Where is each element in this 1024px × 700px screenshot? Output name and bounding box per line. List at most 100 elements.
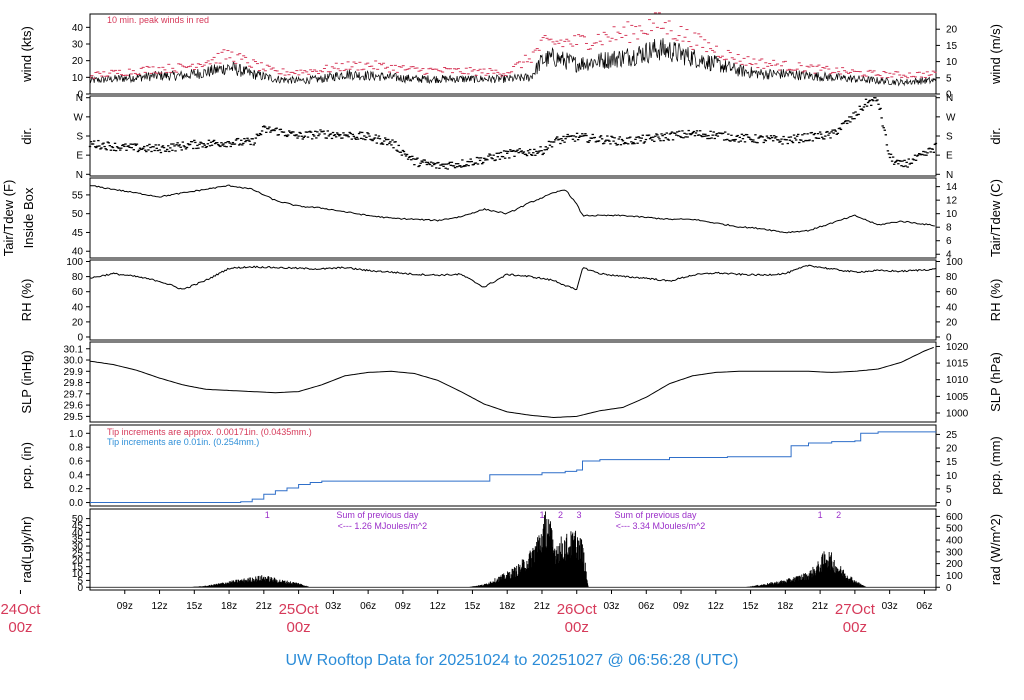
wind-right-tick-label: 5	[946, 73, 952, 84]
pressure-right-tick-label: 1015	[946, 359, 969, 370]
temperature-right-tick-label: 4	[946, 250, 952, 261]
pressure-left-tick-label: 30.1	[64, 344, 84, 355]
wind-left-tick-label: 20	[72, 56, 84, 67]
precip-right-tick-label: 10	[946, 471, 958, 482]
humidity-left-tick-label: 20	[72, 317, 84, 328]
precip-right-tick-label: 20	[946, 444, 958, 455]
temperature-left-axis-label: Tair/Tdew (F)	[1, 180, 16, 257]
radiation-right-tick-label: 100	[946, 571, 963, 582]
wind-left-tick-label: 10	[72, 73, 84, 84]
radiation-left-tick-label: 50	[72, 514, 84, 525]
radiation-left-axis-label: rad(Lgly/hr)	[19, 516, 34, 582]
direction-right-tick-label: W	[946, 112, 956, 123]
x-tick-label: 06z	[638, 601, 654, 612]
pressure-left-tick-label: 29.6	[64, 401, 84, 412]
temperature-right-tick-label: 14	[946, 182, 958, 193]
x-tick-label: 09z	[673, 601, 689, 612]
radiation-peak-mark: 2	[558, 510, 563, 520]
radiation-left-tick-label: 5	[77, 576, 83, 587]
precip-left-tick-label: 0.4	[69, 470, 83, 481]
panel-frame-pressure	[89, 341, 937, 423]
wind-left-tick-label: 0	[77, 90, 83, 101]
humidity-right-tick-label: 60	[946, 287, 958, 298]
humidity-left-tick-label: 0	[77, 332, 83, 343]
direction-right-axis-label: dir.	[988, 127, 1003, 144]
radiation-left-tick-label: 40	[72, 528, 84, 539]
x-tick-label: 21z	[256, 601, 272, 612]
direction-left-tick-label: N	[76, 170, 83, 181]
humidity-left-tick-label: 100	[66, 257, 83, 268]
precip-note-approx: Tip increments are approx. 0.00171in. (0…	[107, 427, 312, 437]
pressure-line	[89, 346, 934, 419]
direction-right-tick-label: N	[946, 93, 953, 104]
x-tick-label: 12z	[430, 601, 446, 612]
temperature-left-axis-sublabel: Inside Box	[21, 187, 36, 248]
direction-left-tick-label: N	[76, 93, 83, 104]
radiation-left-tick-label: 10	[72, 569, 84, 580]
x-tick-label: 21z	[812, 601, 828, 612]
temperature-right-axis-label: Tair/Tdew (C)	[988, 179, 1003, 257]
radiation-left-tick-label: 0	[77, 583, 83, 594]
temperature-right-tick-label: 10	[946, 209, 958, 220]
date-label-hour: 00z	[565, 619, 589, 636]
pressure-left-tick-label: 29.5	[64, 412, 84, 423]
radiation-left-tick-label: 30	[72, 542, 84, 553]
radiation-sum-note-title: Sum of previous day	[614, 510, 697, 520]
temperature-left-tick-label: 50	[72, 209, 84, 220]
radiation-peak-mark: 1	[539, 510, 544, 520]
radiation-right-tick-label: 500	[946, 524, 963, 535]
pressure-left-tick-label: 30.0	[64, 356, 84, 367]
pressure-left-tick-label: 29.7	[64, 389, 84, 400]
x-tick-label: 09z	[117, 601, 133, 612]
precip-left-tick-label: 0.2	[69, 484, 83, 495]
precip-right-tick-label: 5	[946, 484, 952, 495]
date-label-hour: 00z	[843, 619, 867, 636]
direction-right-tick-label: E	[946, 151, 953, 162]
humidity-right-axis-label: RH (%)	[988, 279, 1003, 322]
pressure-right-axis-label: SLP (hPa)	[988, 352, 1003, 412]
temperature-right-tick-label: 6	[946, 236, 952, 247]
x-tick-label: 18z	[499, 601, 515, 612]
temperature-line	[89, 184, 935, 234]
x-tick-label: 06z	[360, 601, 376, 612]
precip-right-axis-label: pcp. (mm)	[988, 436, 1003, 495]
x-tick-label: 15z	[743, 601, 759, 612]
chart-title: UW Rooftop Data for 20251024 to 20251027…	[286, 652, 739, 669]
x-tick-label: 15z	[464, 601, 480, 612]
x-tick-label: 21z	[534, 601, 550, 612]
date-label-day: 25Oct	[279, 601, 320, 618]
data-series	[88, 12, 938, 588]
wind-right-tick-label: 0	[946, 90, 952, 101]
direction-left-tick-label: W	[74, 112, 84, 123]
precip-right-tick-label: 15	[946, 457, 958, 468]
radiation-peak-mark: 1	[818, 510, 823, 520]
precip-left-tick-label: 0.0	[69, 498, 83, 509]
wind-speed-line	[89, 38, 936, 87]
x-tick-label: 06z	[916, 601, 932, 612]
direction-right-tick-label: S	[946, 132, 953, 143]
direction-left-axis-label: dir.	[19, 127, 34, 144]
humidity-right-tick-label: 20	[946, 317, 958, 328]
direction-left-tick-label: E	[76, 151, 83, 162]
date-label-day: 26Oct	[557, 601, 598, 618]
radiation-sum-note-value: <--- 1.26 MJoules/m^2	[338, 521, 428, 531]
x-tick-label: 03z	[603, 601, 619, 612]
temperature-left-tick-label: 55	[72, 190, 84, 201]
temperature-left-tick-label: 40	[72, 247, 84, 258]
pressure-right-tick-label: 1005	[946, 392, 969, 403]
date-label-hour: 00z	[287, 619, 311, 636]
x-tick-label: 15z	[186, 601, 202, 612]
radiation-right-tick-label: 300	[946, 547, 963, 558]
precip-left-tick-label: 0.8	[69, 443, 83, 454]
wind-right-tick-label: 20	[946, 25, 958, 36]
radiation-left-tick-label: 45	[72, 521, 84, 532]
precip-right-tick-label: 25	[946, 430, 958, 441]
radiation-left-tick-label: 15	[72, 562, 84, 573]
pressure-right-tick-label: 1010	[946, 375, 969, 386]
radiation-right-tick-label: 200	[946, 559, 963, 570]
date-label-day: 24Oct	[0, 601, 41, 618]
x-tick-label: 12z	[151, 601, 167, 612]
radiation-left-tick-label: 25	[72, 548, 84, 559]
radiation-right-tick-label: 400	[946, 536, 963, 547]
